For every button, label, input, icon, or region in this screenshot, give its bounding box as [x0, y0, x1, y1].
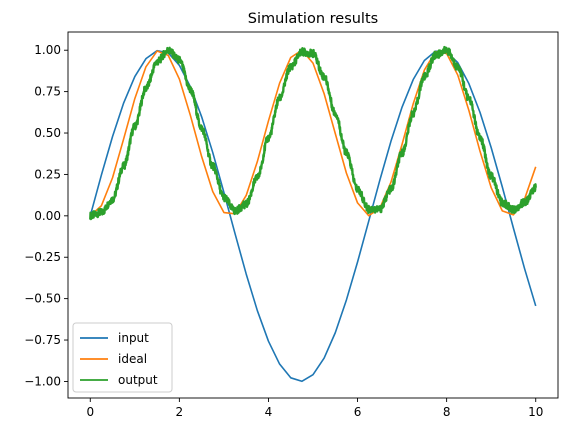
- legend-label-ideal: ideal: [118, 352, 147, 366]
- axes-layer: 0 2 4 6 8 10 1.00 0.75 0.50 0.25 0.00 −0.25 −0.50 −0.…: [24, 31, 559, 419]
- x-tick-label: 4: [265, 405, 273, 419]
- x-tick-label: 0: [86, 405, 94, 419]
- series-layer: [89, 45, 537, 383]
- chart-title: Simulation results: [248, 11, 378, 27]
- series-line-output: [89, 45, 537, 221]
- y-tick-label: 1.00: [34, 43, 61, 57]
- y-tick-label: −0.75: [24, 333, 61, 347]
- x-tick-label: 6: [354, 405, 362, 419]
- x-tick-label: 8: [443, 405, 451, 419]
- series-line-ideal: [89, 49, 537, 217]
- y-tick-label: −1.00: [24, 374, 61, 388]
- y-tick-label: −0.50: [24, 292, 61, 306]
- legend: input ideal output: [72, 322, 173, 393]
- legend-label-input: input: [118, 331, 149, 345]
- y-tick-label: 0.00: [34, 209, 61, 223]
- legend-label-output: output: [118, 373, 158, 387]
- y-tick-label: 0.25: [34, 167, 61, 181]
- x-tick-label: 2: [176, 405, 184, 419]
- legend-box: [72, 322, 173, 393]
- chart-title-group: Simulation results: [248, 11, 378, 27]
- x-tick-label: 10: [528, 405, 543, 419]
- y-tick-label: 0.75: [34, 85, 61, 99]
- y-tick-label: −0.25: [24, 250, 61, 264]
- y-tick-label: 0.50: [34, 126, 61, 140]
- plot-frame: [67, 31, 559, 399]
